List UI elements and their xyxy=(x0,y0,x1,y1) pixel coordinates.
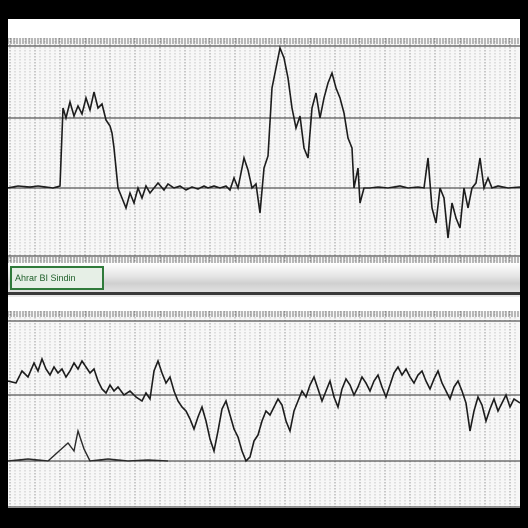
lower-waveform-panel[interactable] xyxy=(8,311,520,516)
lower-grid xyxy=(8,311,520,516)
channel-tab-label: Ahrar BI Sindin xyxy=(15,273,76,283)
upper-waveform-panel[interactable] xyxy=(8,38,520,263)
separator-divider-line xyxy=(8,292,520,295)
upper-waveform-chart xyxy=(8,38,520,263)
upper-grid xyxy=(8,38,520,263)
window-bottom-bar xyxy=(8,508,520,520)
upper-waveform-trace xyxy=(8,45,520,239)
window-top-bar xyxy=(8,8,520,19)
lower-waveform-chart xyxy=(8,311,520,516)
lower-secondary-trace xyxy=(8,428,169,462)
waveform-viewer-window: Ahrar BI Sindin xyxy=(8,8,520,520)
channel-tab[interactable]: Ahrar BI Sindin xyxy=(10,266,104,290)
lower-waveform-trace xyxy=(8,356,520,463)
